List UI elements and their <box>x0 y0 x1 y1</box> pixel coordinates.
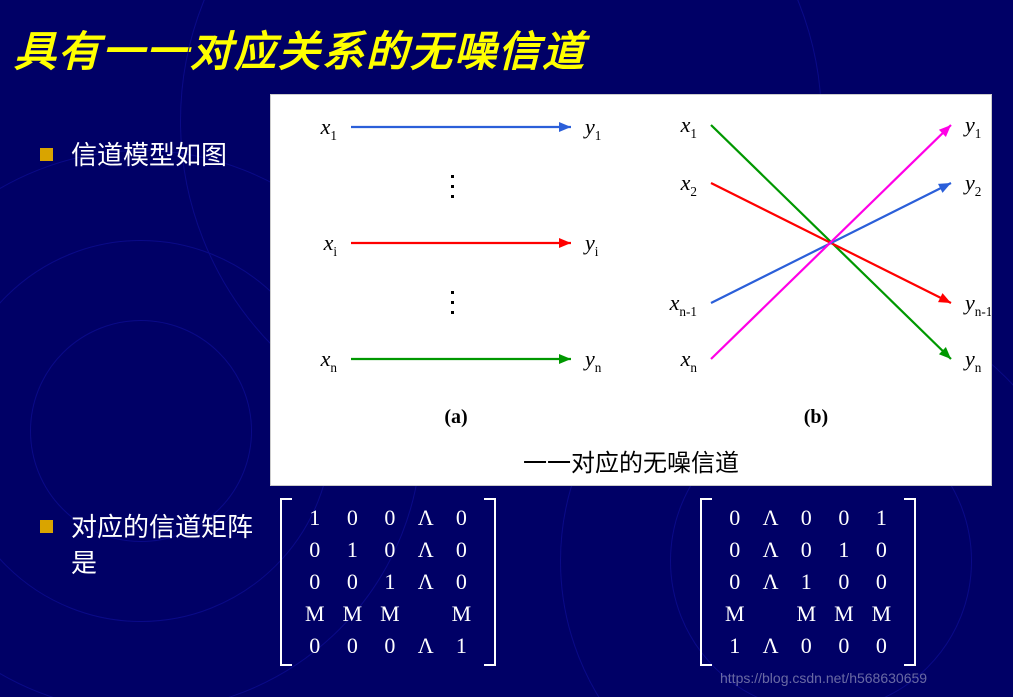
bullet-icon <box>40 148 53 161</box>
matrix-a: 100Λ0010Λ0001Λ0MMMM000Λ1 <box>280 498 496 672</box>
bullet-model: 信道模型如图 <box>0 138 227 174</box>
svg-text:y1: y1 <box>963 112 981 141</box>
svg-text:(b): (b) <box>804 406 828 428</box>
svg-text:(a): (a) <box>444 406 467 428</box>
svg-text:xn: xn <box>320 346 338 375</box>
svg-text:xn: xn <box>680 346 698 375</box>
svg-text:y2: y2 <box>963 170 981 199</box>
svg-text:yn-1: yn-1 <box>963 290 991 319</box>
svg-text:xi: xi <box>323 230 338 259</box>
svg-text:yn: yn <box>583 346 602 375</box>
svg-text:yi: yi <box>583 230 599 259</box>
bullet-icon <box>40 520 53 533</box>
svg-text:xn-1: xn-1 <box>669 290 697 319</box>
svg-text:x1: x1 <box>680 112 697 141</box>
bullet-matrix: 对应的信道矩阵是 <box>0 510 261 583</box>
svg-text:x1: x1 <box>320 114 337 143</box>
svg-text:x2: x2 <box>680 170 697 199</box>
svg-text:yn: yn <box>963 346 982 375</box>
page-title: 具有一一对应关系的无噪信道 <box>0 0 1013 89</box>
channel-diagram: x1 y1 xi yi xn yn (a) x1 x2 xn-1 xn y1 y2 yn-1 yn (b) 一一… <box>270 94 992 486</box>
bullet-text: 信道模型如图 <box>71 138 227 174</box>
svg-text:y1: y1 <box>583 114 601 143</box>
svg-text:一一对应的无噪信道: 一一对应的无噪信道 <box>523 450 739 477</box>
watermark: https://blog.csdn.net/h568630659 <box>720 670 927 686</box>
matrix-b: 0Λ0010Λ0100Λ100MMMM1Λ000 <box>700 498 916 672</box>
bullet-text: 对应的信道矩阵是 <box>71 510 261 583</box>
